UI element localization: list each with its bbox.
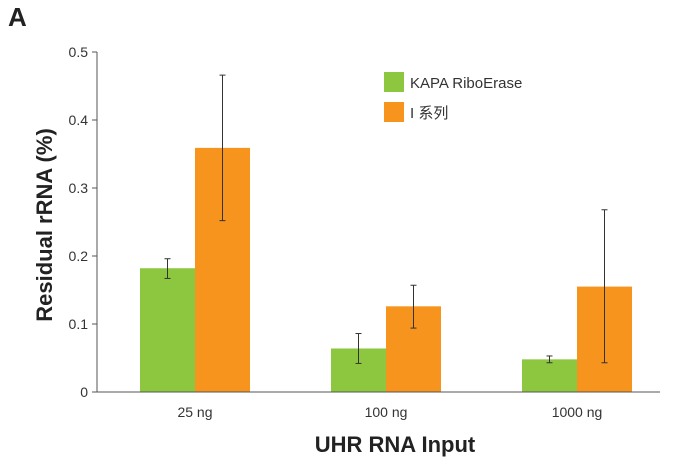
bar-kapa-riboerase-0 bbox=[140, 268, 195, 392]
legend-label: I 系列 bbox=[410, 105, 448, 122]
x-tick-label: 25 ng bbox=[177, 404, 212, 420]
bar-kapa-riboerase-2 bbox=[522, 359, 577, 392]
y-tick-label: 0.2 bbox=[69, 248, 89, 264]
x-tick-label: 100 ng bbox=[365, 404, 408, 420]
y-tick-label: 0 bbox=[80, 384, 88, 400]
y-tick-label: 0.5 bbox=[69, 44, 89, 60]
y-tick-label: 0.1 bbox=[69, 316, 89, 332]
panel-label: A bbox=[8, 2, 27, 32]
legend-swatch bbox=[384, 102, 404, 122]
legend-swatch bbox=[384, 72, 404, 92]
legend-label: KAPA RiboErase bbox=[410, 75, 522, 92]
y-tick-label: 0.3 bbox=[69, 180, 89, 196]
y-axis-title: Residual rRNA (%) bbox=[32, 128, 57, 322]
x-tick-label: 1000 ng bbox=[552, 404, 603, 420]
x-axis-title: UHR RNA Input bbox=[315, 432, 476, 457]
y-tick-label: 0.4 bbox=[69, 112, 89, 128]
